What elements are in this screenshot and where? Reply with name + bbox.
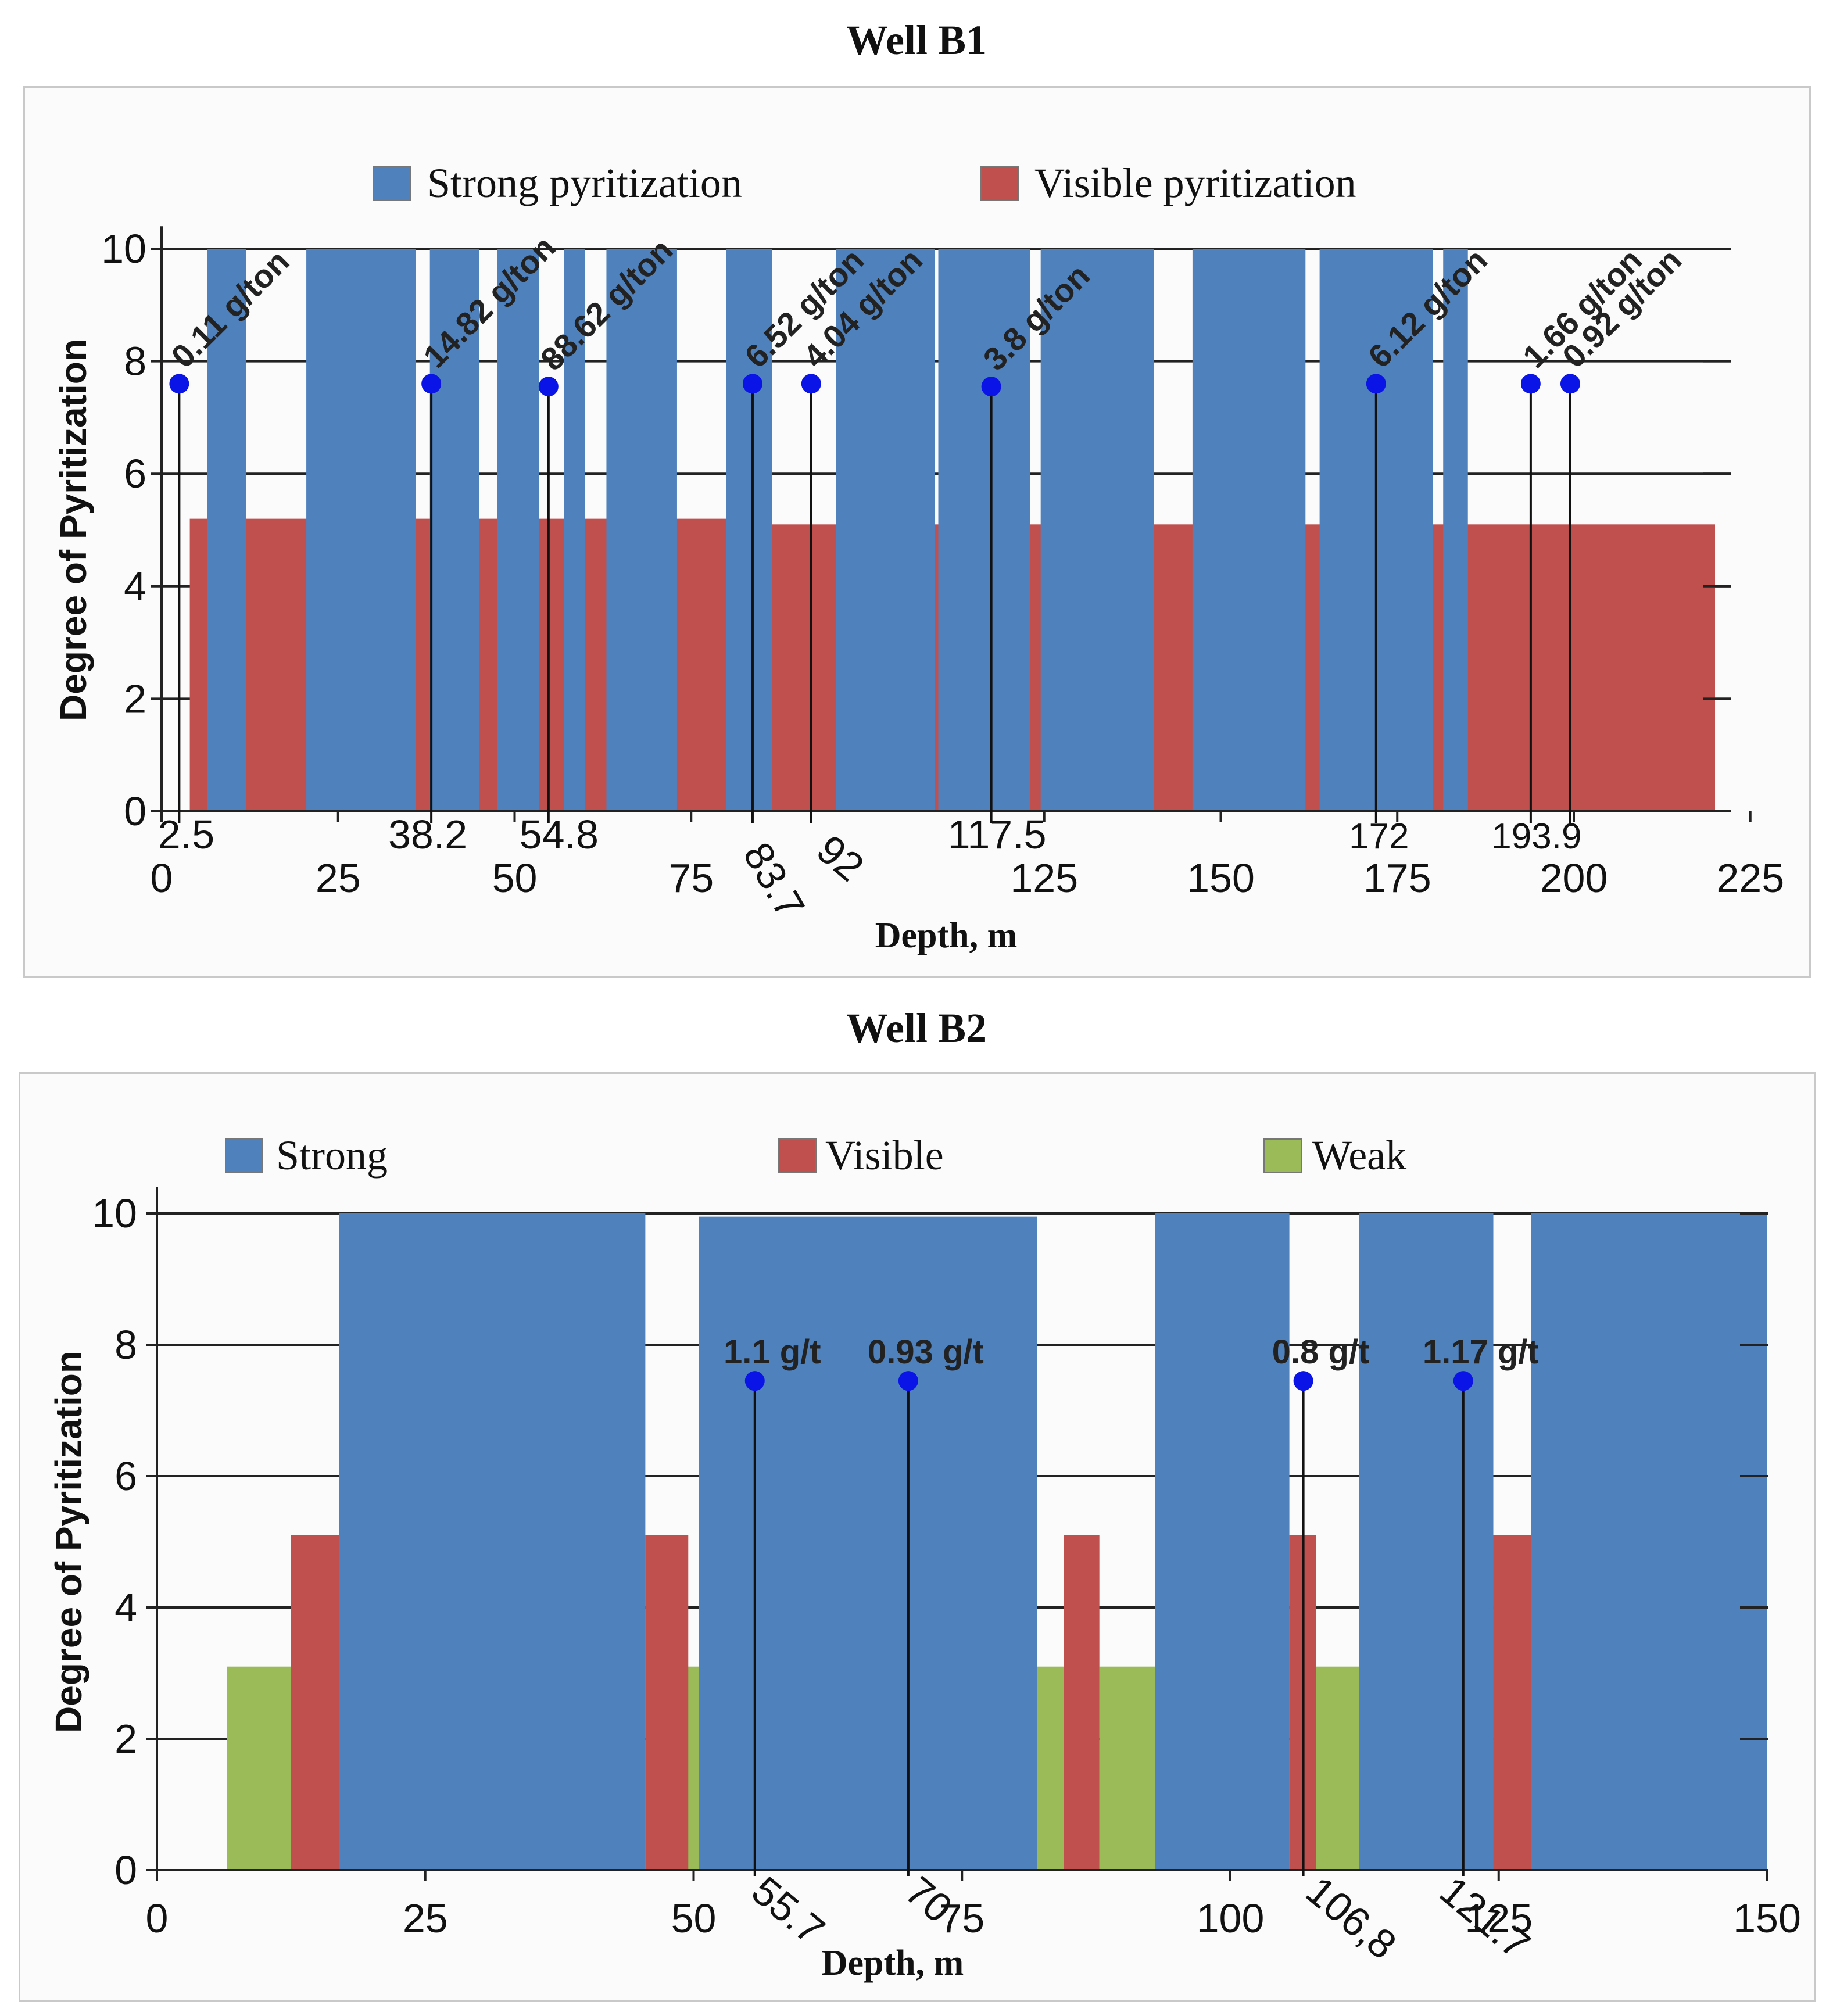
b1-depth-label-3: 83.7 [735,835,814,926]
b2-bar-strong-2 [1155,1213,1290,1870]
b2-legend-swatch-1 [778,1138,817,1173]
b2-grade-label-3: 1.17 g/t [1423,1333,1539,1371]
b2-bar-visible-4 [1493,1535,1531,1870]
b2-bar-strong-1 [699,1216,1037,1870]
well-b1-title: Well B1 [846,17,987,63]
b1-x-tick-label-175: 175 [1363,855,1431,901]
b1-bar-strong-pyritization-2 [429,249,479,811]
b2-y-axis-label: Degree of Pyritization [48,1351,89,1733]
b2-legend-swatch-2 [1263,1138,1302,1173]
b1-sample-marker-3 [742,374,762,394]
b1-bar-strong-pyritization-6 [726,249,772,811]
b1-depth-label-6: 172 [1349,817,1409,857]
b2-bar-strong-4 [1531,1213,1767,1870]
b2-bar-strong-3 [1359,1213,1494,1870]
b2-y-tick-label-2: 2 [114,1716,137,1761]
b1-depth-label-0: 2.5 [158,812,214,857]
b2-bar-weak-4 [1316,1666,1359,1870]
b2-bar-visible-0 [291,1535,339,1870]
b2-grade-label-0: 1.1 g/t [724,1333,821,1371]
b1-x-tick-label-150: 150 [1187,855,1255,901]
b1-legend-swatch-0 [373,166,411,201]
b2-depth-label-0: 55.7 [743,1868,833,1953]
b1-sample-marker-2 [538,377,559,397]
b1-x-tick-label-125: 125 [1010,855,1078,901]
b2-x-tick-label-125: 125 [1465,1896,1533,1941]
b1-bar-strong-pyritization-0 [207,249,246,811]
well-b2-title: Well B2 [846,1005,987,1051]
b2-y-tick-label-0: 0 [114,1847,137,1893]
b1-x-tick-label-0: 0 [151,855,173,901]
b1-sample-marker-4 [801,374,821,394]
b1-bar-strong-pyritization-8 [938,249,1030,811]
b1-bar-strong-pyritization-10 [1192,249,1306,811]
b1-depth-label-7: 193.9 [1491,817,1581,857]
b2-legend-label-2: Weak [1312,1132,1406,1179]
b2-x-tick-label-100: 100 [1197,1896,1265,1941]
b1-sample-marker-5 [981,377,1001,397]
b2-bar-visible-2 [1064,1535,1100,1870]
b2-x-axis-label: Depth, m [822,1943,964,1983]
b1-x-tick-label-75: 75 [668,855,714,901]
b2-y-tick-label-10: 10 [92,1191,137,1236]
b2-legend-swatch-0 [225,1138,263,1173]
b2-y-tick-label-8: 8 [114,1322,137,1367]
b2-sample-marker-2 [1293,1371,1313,1391]
b1-sample-marker-7 [1520,374,1541,394]
b2-bar-visible-1 [645,1535,689,1870]
b2-legend-label-0: Strong [276,1132,388,1179]
b1-x-tick-label-50: 50 [492,855,538,901]
b1-bar-strong-pyritization-4 [564,249,585,811]
b1-x-axis-label: Depth, m [875,916,1018,955]
b1-bar-strong-pyritization-7 [836,249,935,811]
b2-bar-strong-0 [339,1213,646,1870]
b1-legend-swatch-1 [980,166,1019,201]
b2-y-tick-label-4: 4 [114,1585,137,1630]
b1-legend-label-0: Strong pyritization [427,160,742,206]
b1-y-axis-label: Degree of Pyritization [52,339,94,721]
b2-sample-marker-3 [1453,1371,1473,1391]
b1-y-tick-label-2: 2 [124,676,146,721]
b2-x-tick-label-50: 50 [671,1896,717,1941]
b1-sample-marker-1 [421,374,442,394]
b1-bar-strong-pyritization-1 [306,249,416,811]
b2-sample-marker-1 [898,1371,918,1391]
b2-grade-label-1: 0.93 g/t [868,1333,984,1371]
b1-sample-marker-6 [1366,374,1386,394]
b2-sample-marker-0 [744,1371,765,1391]
b1-bar-strong-pyritization-12 [1443,249,1468,811]
b1-depth-label-2: 54.8 [520,812,599,857]
b1-bar-strong-pyritization-5 [606,249,677,811]
b1-sample-marker-0 [169,374,189,394]
b1-y-tick-label-6: 6 [124,451,146,496]
b1-depth-label-4: 92 [808,826,872,890]
b1-bar-strong-pyritization-3 [497,249,540,811]
b1-x-tick-label-200: 200 [1540,855,1608,901]
b1-bar-strong-pyritization-9 [1040,249,1154,811]
b1-x-tick-label-225: 225 [1716,855,1784,901]
b2-depth-label-2: 106,8 [1298,1868,1405,1968]
b1-x-tick-label-25: 25 [316,855,361,901]
b2-x-tick-label-25: 25 [403,1896,448,1941]
b2-x-tick-label-75: 75 [939,1896,984,1941]
b2-bar-weak-3 [1099,1666,1155,1870]
b1-y-tick-label-8: 8 [124,339,146,384]
b1-legend-label-1: Visible pyritization [1034,160,1356,206]
b2-legend-label-1: Visible [825,1132,944,1179]
b2-grade-label-2: 0.8 g/t [1272,1333,1370,1371]
b1-depth-label-5: 117.5 [948,812,1047,857]
b1-y-tick-label-0: 0 [124,789,146,834]
b2-y-tick-label-6: 6 [114,1453,137,1499]
b1-y-tick-label-10: 10 [101,226,146,271]
b2-x-tick-label-0: 0 [146,1896,169,1941]
b1-depth-label-1: 38.2 [388,812,467,857]
b2-x-tick-label-150: 150 [1733,1896,1801,1941]
b2-bar-weak-0 [227,1666,291,1870]
b1-sample-marker-8 [1560,374,1580,394]
b1-y-tick-label-4: 4 [124,564,146,609]
